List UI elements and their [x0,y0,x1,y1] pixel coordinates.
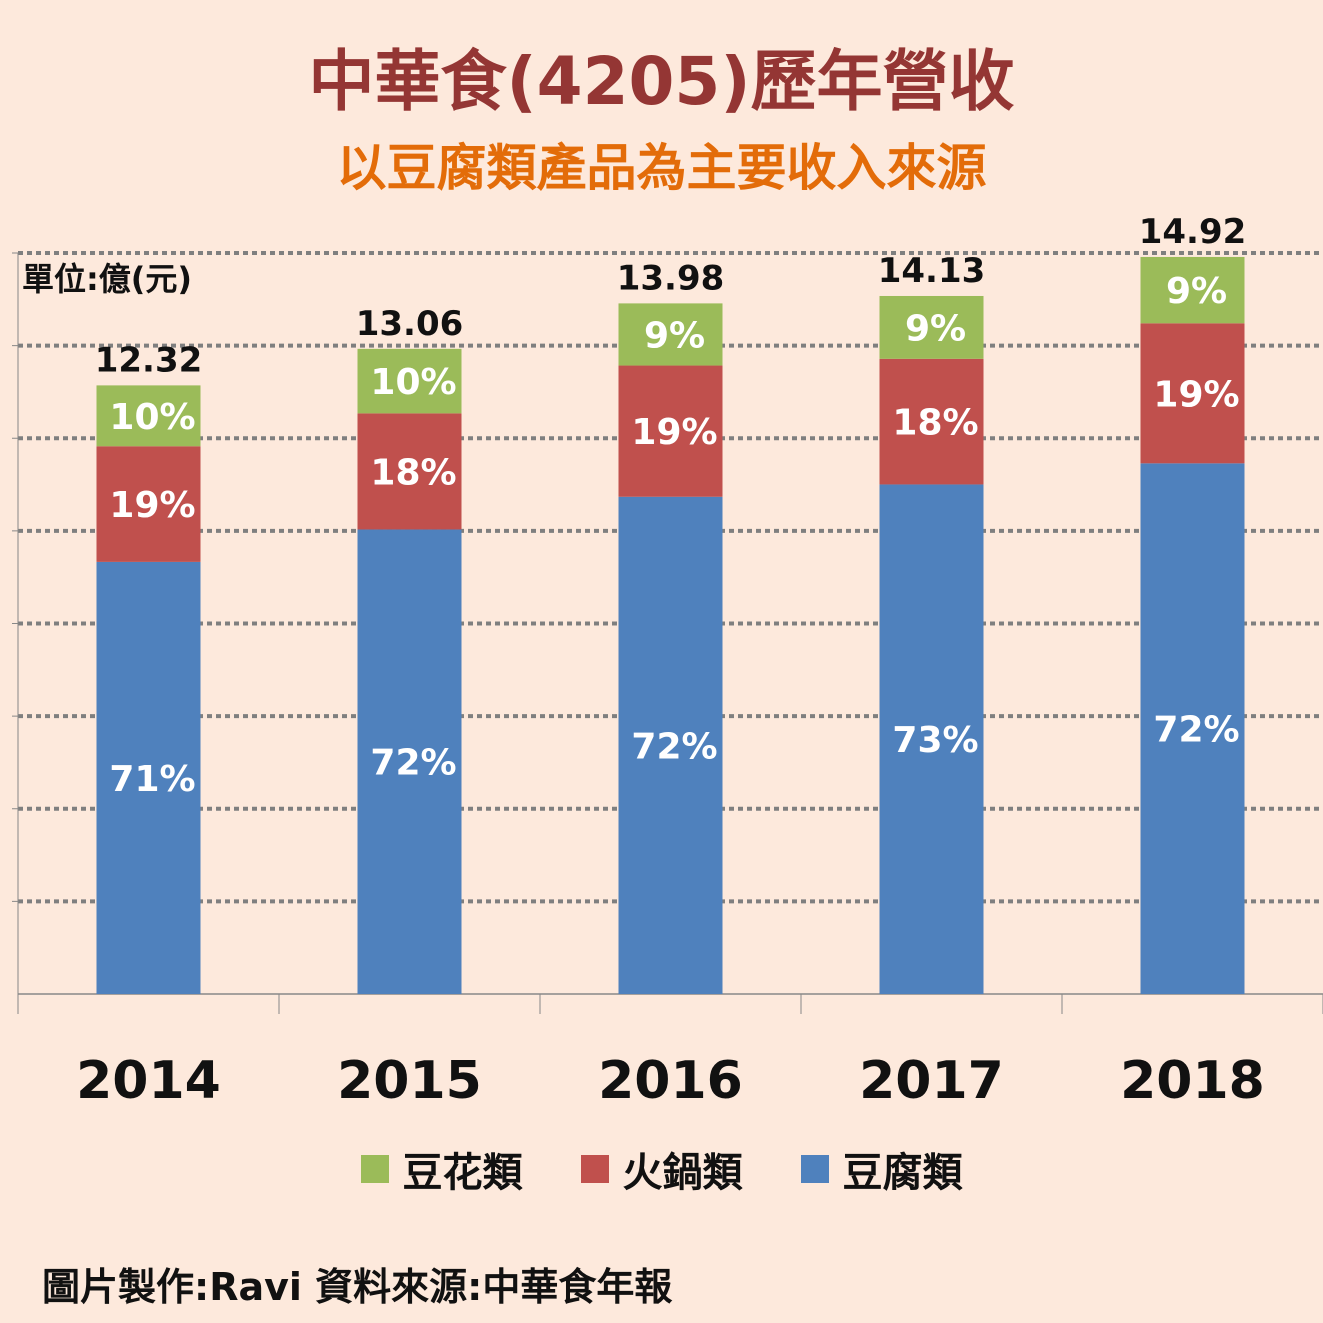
legend-item-douhua: 豆花類 [360,1140,523,1198]
x-tick-label: 2018 [1120,1051,1265,1111]
data-label: 19% [1153,374,1239,415]
footer-credit: 圖片製作:Ravi 資料來源:中華食年報 [42,1265,673,1309]
data-label: 19% [631,412,717,453]
legend-item-tofu: 豆腐類 [800,1140,963,1198]
data-label: 72% [1153,710,1239,751]
bar-segment [96,446,201,562]
bar-segment [1140,256,1245,324]
data-label: 10% [370,362,456,403]
bar-segment [357,413,462,530]
data-label: 72% [631,726,717,767]
bar-segment [879,295,984,359]
data-label: 71% [109,759,195,800]
bar-segment [618,303,723,366]
x-tick-label: 2015 [337,1051,482,1111]
total-label: 14.92 [1139,212,1247,252]
unit-label: 單位:億(元) [22,260,193,298]
chart-title: 中華食(4205)歷年營收 [308,43,1015,120]
legend-label: 豆腐類 [842,1150,963,1196]
bar-segment [618,365,723,497]
data-label: 72% [370,743,456,784]
legend-swatch [800,1155,829,1183]
x-tick-label: 2017 [859,1051,1004,1111]
x-tick-label: 2016 [598,1051,743,1111]
x-tick-label: 2014 [76,1051,221,1111]
legend-label: 火鍋類 [622,1150,743,1196]
data-label: 73% [892,720,978,761]
data-label: 9% [905,308,966,349]
bar-segment [357,529,462,994]
bar-segment [357,348,462,414]
legend: 豆花類 火鍋類 豆腐類 [0,1140,1323,1198]
total-label: 12.32 [95,340,203,380]
legend-swatch [360,1155,389,1183]
data-label: 18% [370,452,456,493]
legend-item-hotpot: 火鍋類 [580,1140,743,1198]
bar-segment [1140,323,1245,464]
data-label: 10% [109,397,195,438]
data-label: 19% [109,485,195,526]
chart-subtitle: 以豆腐類產品為主要收入來源 [336,139,987,197]
bar-segment [1140,463,1245,994]
total-label: 13.98 [617,258,725,298]
bar-segment [96,561,201,994]
total-label: 14.13 [878,251,986,291]
total-label: 13.06 [356,304,464,344]
data-label: 18% [892,403,978,444]
bar-segment [96,385,201,447]
legend-label: 豆花類 [402,1150,523,1196]
bar-segment [618,496,723,994]
legend-swatch [580,1155,609,1183]
bar-segment [879,484,984,994]
data-label: 9% [1166,271,1227,312]
bar-segment [879,358,984,485]
data-label: 9% [644,315,705,356]
